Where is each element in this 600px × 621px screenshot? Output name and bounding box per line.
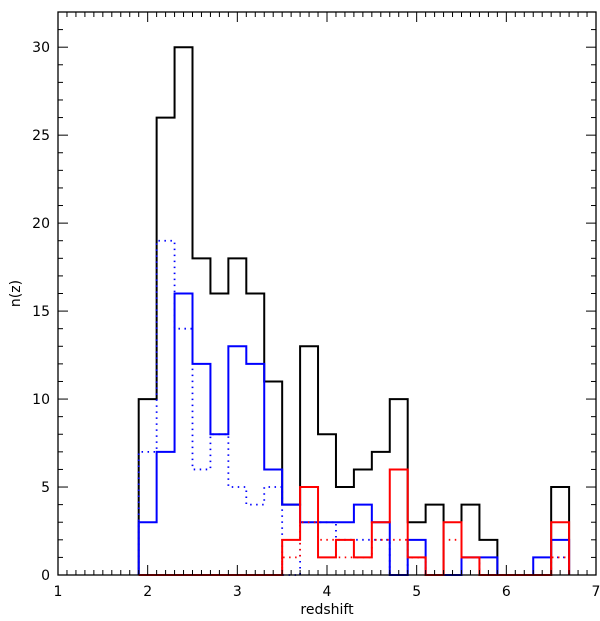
- y-tick-label: 5: [41, 480, 50, 496]
- series-0-step-line: [137, 46, 571, 576]
- x-tick-label: 7: [592, 584, 600, 600]
- x-tick-label: 2: [143, 584, 152, 600]
- y-tick-label: 30: [32, 40, 50, 56]
- series-2-step-line: [137, 239, 570, 576]
- y-tick-label: 15: [32, 304, 50, 320]
- series-1-step-line: [137, 292, 571, 576]
- y-tick-label: 0: [41, 568, 50, 584]
- axes-layer: [57, 11, 597, 576]
- x-tick-label: 3: [233, 584, 242, 600]
- y-axis-title: n(z): [8, 280, 24, 307]
- y-tick-label: 25: [32, 128, 50, 144]
- y-tick-label: 20: [32, 216, 50, 232]
- x-tick-label: 5: [412, 584, 421, 600]
- x-tick-label: 6: [502, 584, 511, 600]
- x-tick-label: 4: [323, 584, 332, 600]
- x-tick-label: 1: [54, 584, 63, 600]
- series-layer: [137, 46, 571, 576]
- labels-layer: 1 2 3 4 5 6 7 0 5 10 15 20 25 30: [32, 40, 600, 600]
- x-axis-title: redshift: [300, 602, 354, 618]
- y-tick-label: 10: [32, 392, 50, 408]
